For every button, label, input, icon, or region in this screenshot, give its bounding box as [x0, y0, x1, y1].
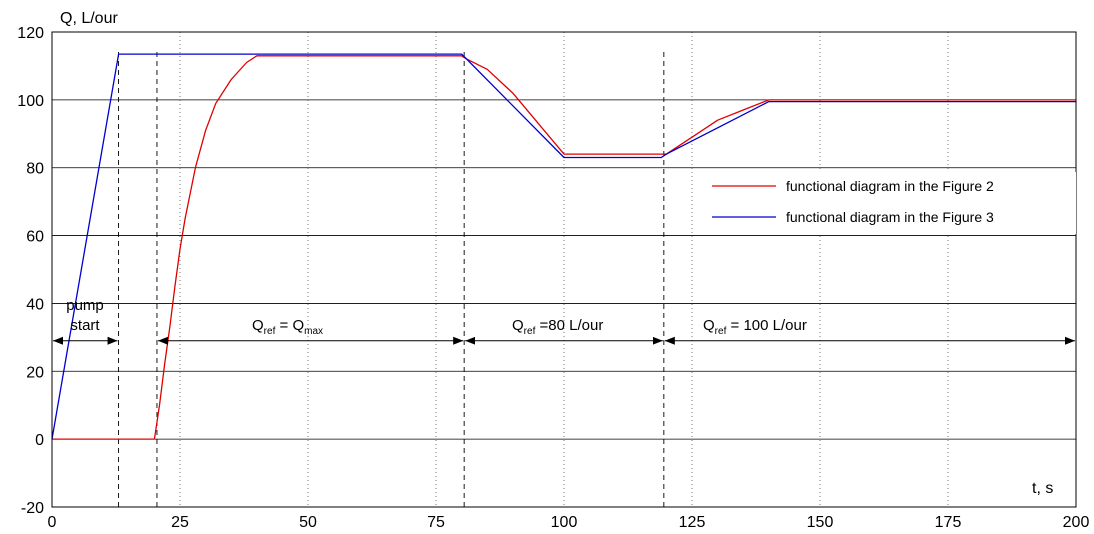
- y-tick-label: 40: [26, 296, 44, 313]
- x-tick-label: 75: [427, 514, 445, 531]
- y-tick-label: 0: [35, 432, 44, 449]
- x-tick-label: 50: [299, 514, 317, 531]
- segment-label-qmax: Qref = Qmax: [252, 317, 323, 337]
- pump-start-label-line1: pump: [66, 297, 104, 314]
- segment-label-qref80-ref: ref: [524, 326, 536, 337]
- x-tick-label: 175: [935, 514, 962, 531]
- segment-label-qmax-q: Q: [252, 317, 264, 334]
- series-line-figure3: [51, 53, 1076, 440]
- x-tick-label: 200: [1063, 514, 1090, 531]
- segment-label-qref100-q: Q: [703, 317, 715, 334]
- segment-label-qref100: Qref = 100 L/our: [703, 317, 807, 337]
- segment-label-qref80-text: =80 L/our: [535, 317, 603, 334]
- y-tick-label: 60: [26, 229, 44, 246]
- segment-label-qref100-text: = 100 L/our: [726, 317, 806, 334]
- plot-frame: [51, 31, 1077, 508]
- y-tick-label: -20: [21, 500, 44, 517]
- legend-label-figure2: functional diagram in the Figure 2: [786, 178, 994, 194]
- y-tick-label: 120: [17, 25, 44, 42]
- legend-background: [704, 172, 1076, 234]
- segment-label-qmax-max: max: [304, 326, 323, 337]
- pump-start-label-line2: start: [70, 317, 100, 334]
- grid: [52, 32, 1076, 507]
- x-tick-label: 0: [48, 514, 57, 531]
- legend-label-figure3: functional diagram in the Figure 3: [786, 209, 994, 225]
- segment-label-qref80: Qref =80 L/our: [512, 317, 603, 337]
- x-tick-label: 125: [679, 514, 706, 531]
- x-tick-label: 100: [551, 514, 578, 531]
- series-line-figure2: [52, 55, 1076, 440]
- segment-label-qref100-ref: ref: [715, 326, 727, 337]
- phase-markers: [118, 52, 665, 507]
- x-tick-label: 150: [807, 514, 834, 531]
- segment-label-qmax-eq: = Q: [275, 317, 304, 334]
- y-tick-label: 80: [26, 161, 44, 178]
- segment-label-qref80-q: Q: [512, 317, 524, 334]
- series-lines: [51, 53, 1076, 440]
- segment-label-qmax-ref: ref: [264, 326, 276, 337]
- y-tick-label: 100: [17, 93, 44, 110]
- legend: functional diagram in the Figure 2 funct…: [704, 172, 1076, 234]
- y-tick-label: 20: [26, 364, 44, 381]
- x-tick-label: 25: [171, 514, 189, 531]
- x-axis-label: t, s: [1032, 480, 1053, 497]
- y-axis-label: Q, L/our: [60, 10, 118, 27]
